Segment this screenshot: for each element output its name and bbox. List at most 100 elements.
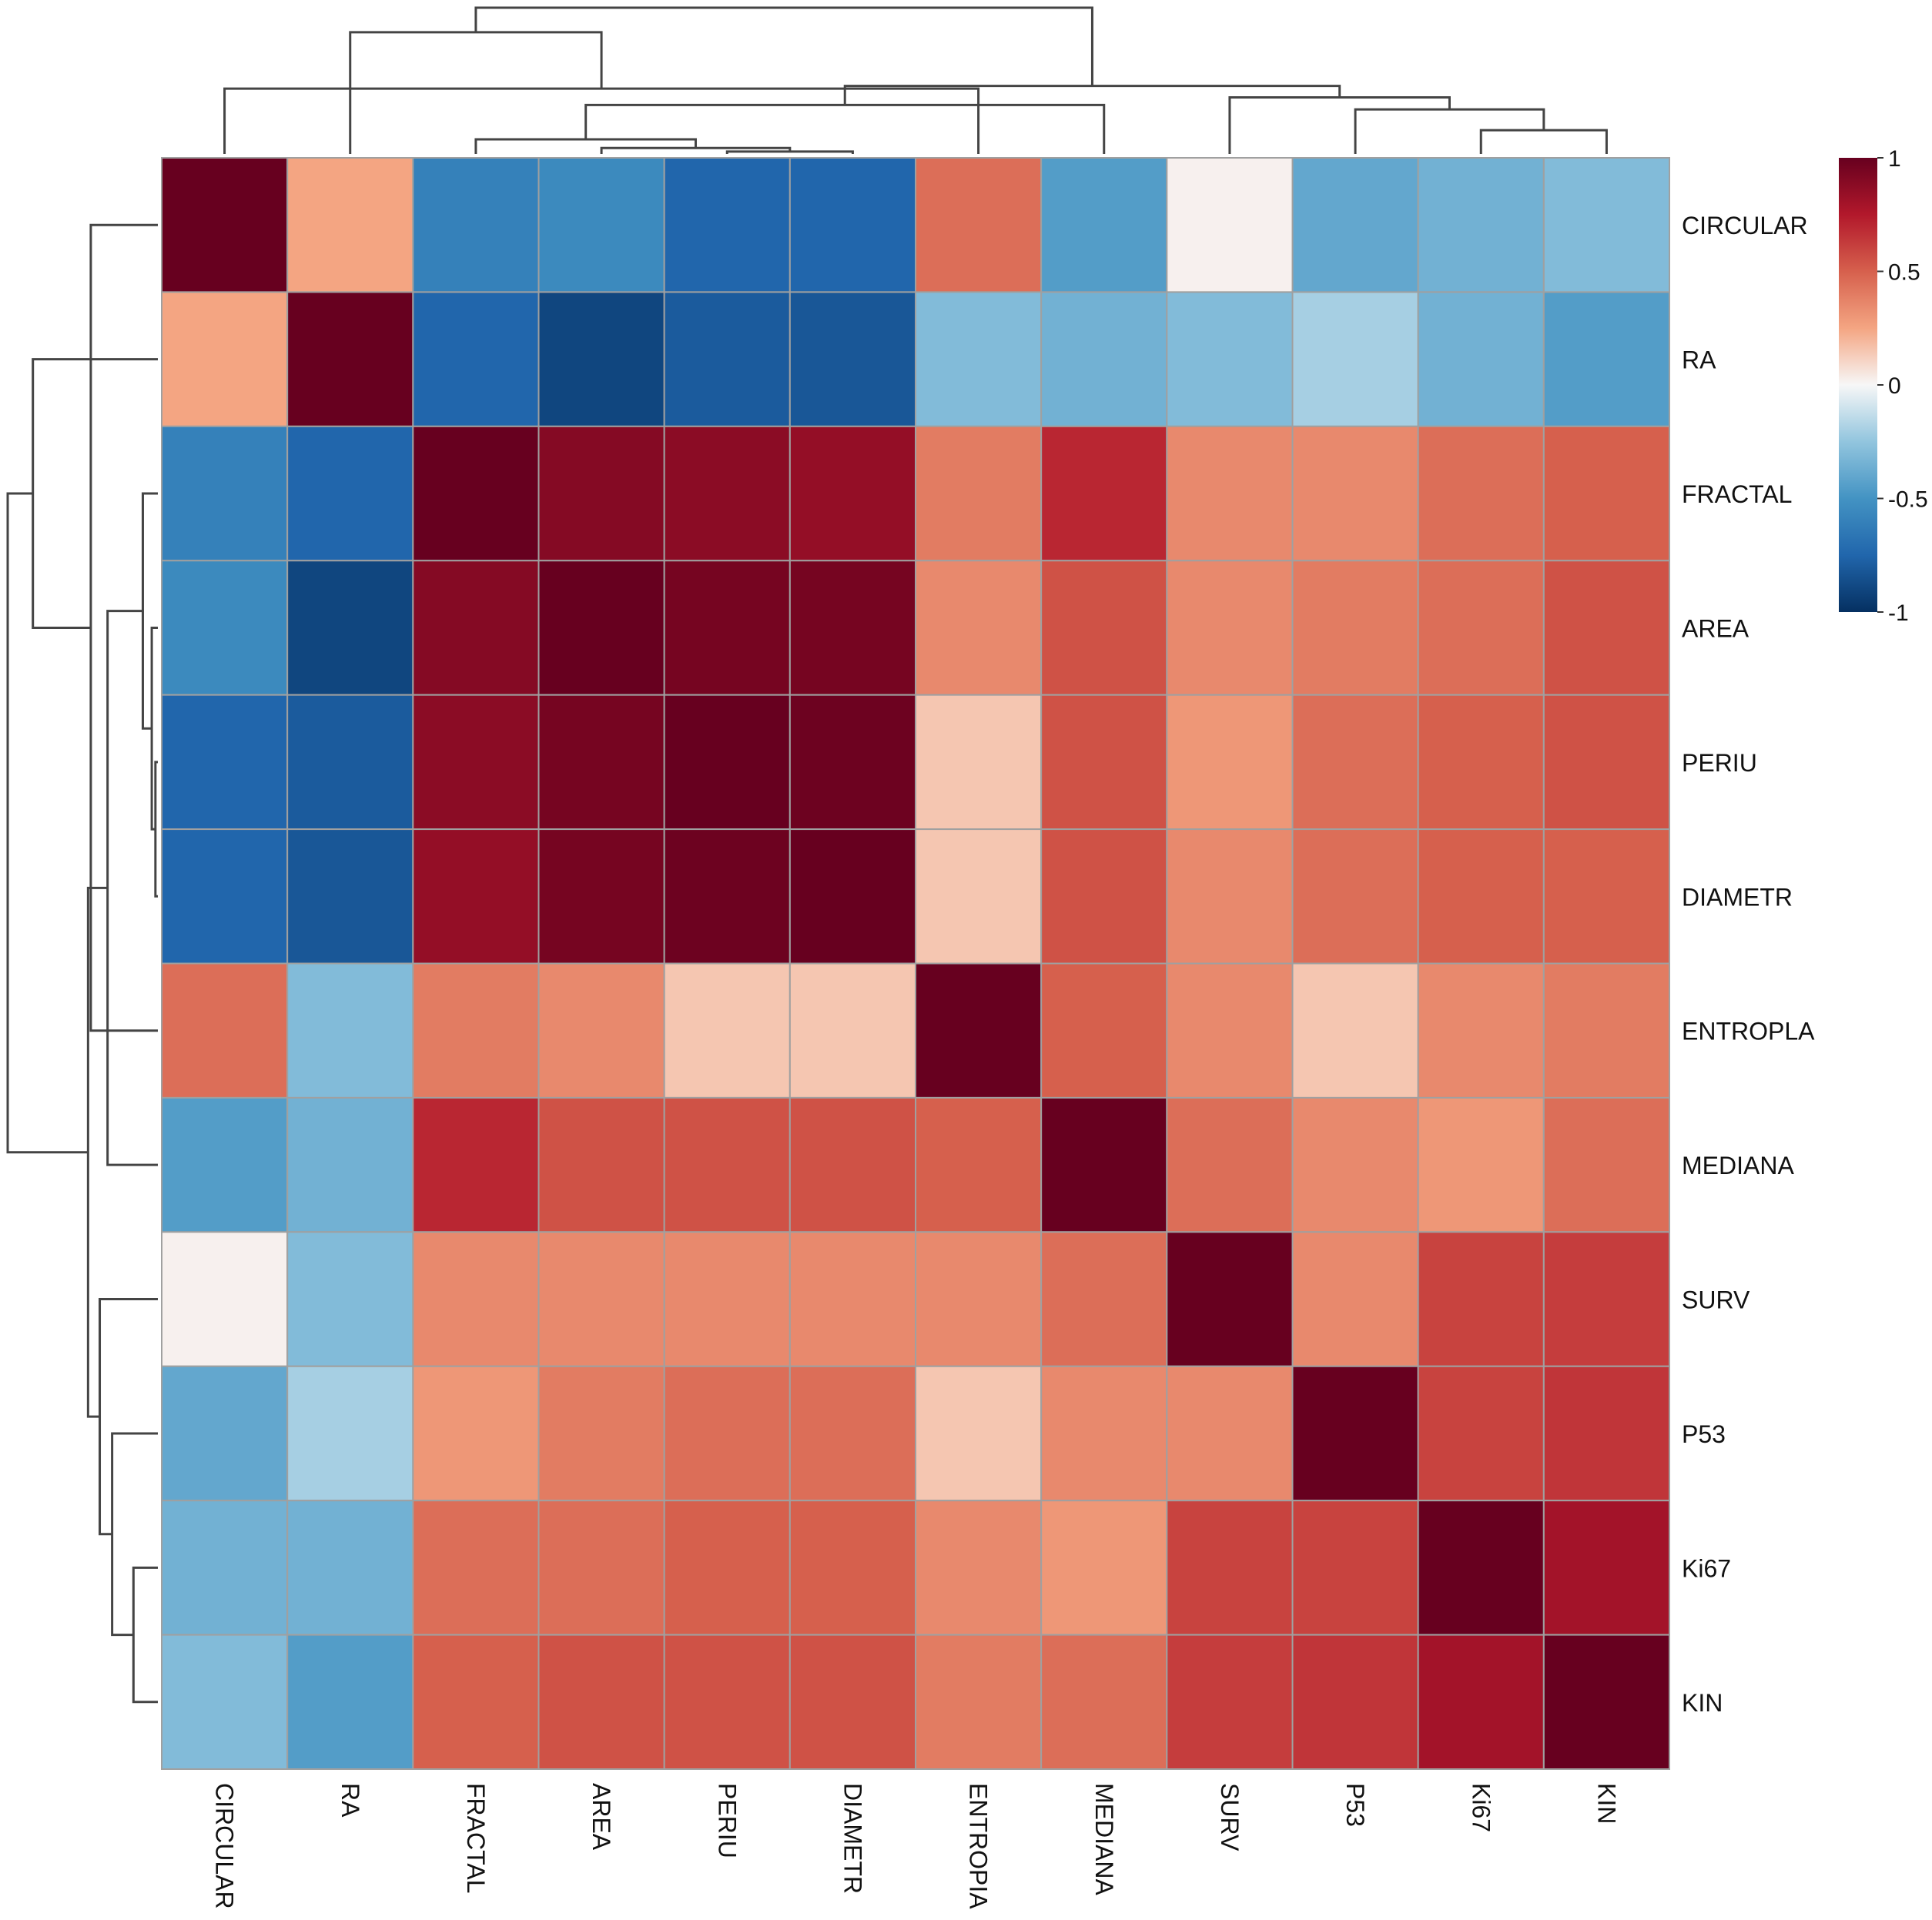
dendrogram-branch — [132, 1566, 158, 1704]
dendrogram-branch — [6, 492, 89, 1154]
row-label: ENTROPLA — [1682, 1018, 1815, 1045]
heatmap-cell — [286, 1231, 414, 1367]
row-label: P53 — [1682, 1420, 1726, 1448]
heatmap-cell — [1291, 1634, 1419, 1770]
heatmap-cells — [161, 157, 1671, 1770]
heatmap-cell — [1417, 962, 1545, 1099]
heatmap-cell — [1166, 291, 1294, 427]
colorbar-tick-label: 1 — [1888, 146, 1901, 172]
heatmap-cell — [1291, 560, 1419, 696]
column-label: CIRCULAR — [211, 1783, 239, 1909]
heatmap-cell — [537, 1634, 665, 1770]
heatmap-cell — [1542, 291, 1671, 427]
heatmap-cell — [412, 425, 540, 562]
heatmap-cell — [915, 1096, 1043, 1233]
heatmap-cell — [1166, 1231, 1294, 1367]
heatmap-cell — [1291, 828, 1419, 965]
heatmap-cell — [915, 1231, 1043, 1367]
heatmap-cell — [412, 1231, 540, 1367]
heatmap-cell — [161, 1231, 289, 1367]
heatmap-cell — [789, 1231, 917, 1367]
heatmap-cell — [789, 1096, 917, 1233]
heatmap-cell — [1291, 157, 1419, 293]
heatmap-cell — [537, 157, 665, 293]
heatmap-cell — [1291, 1231, 1419, 1367]
colorbar-tick-label: -1 — [1888, 600, 1909, 626]
heatmap-cell — [663, 560, 791, 696]
heatmap-cell — [286, 1634, 414, 1770]
heatmap-cell — [789, 962, 917, 1099]
heatmap-cell — [663, 694, 791, 831]
heatmap-cell — [1040, 962, 1168, 1099]
heatmap-cell — [537, 1231, 665, 1367]
heatmap-cell — [1166, 1500, 1294, 1636]
dendrogram-branch — [150, 626, 158, 831]
heatmap-cell — [412, 694, 540, 831]
heatmap-cell — [537, 962, 665, 1099]
heatmap-cell — [1542, 560, 1671, 696]
heatmap-cell — [1040, 157, 1168, 293]
heatmap-cell — [286, 1096, 414, 1233]
heatmap-cell — [789, 157, 917, 293]
row-labels: CIRCULAR RA FRACTAL AREA PERIU DIAMETR ENTROPL… — [1682, 212, 1815, 1717]
column-label: ENTROPIA — [965, 1783, 993, 1909]
row-label: FRACTAL — [1682, 480, 1792, 508]
heatmap-cell — [1417, 828, 1545, 965]
heatmap-cell — [1542, 694, 1671, 831]
heatmap-cell — [161, 1500, 289, 1636]
heatmap-cell — [286, 560, 414, 696]
dendrogram-branch — [106, 610, 158, 1166]
heatmap-cell — [1040, 425, 1168, 562]
row-label: AREA — [1682, 614, 1750, 642]
dendrogram-branch — [1228, 95, 1451, 154]
row-label: SURV — [1682, 1286, 1750, 1314]
heatmap-cell — [286, 291, 414, 427]
heatmap-cell — [663, 962, 791, 1099]
heatmap-cell — [161, 828, 289, 965]
column-label: MEDIANA — [1090, 1783, 1118, 1895]
column-label: KIN — [1592, 1783, 1620, 1824]
heatmap-cell — [1166, 425, 1294, 562]
heatmap-cell — [915, 1500, 1043, 1636]
heatmap-cell — [1291, 1500, 1419, 1636]
colorbar-tick-label: -0.5 — [1888, 487, 1928, 513]
heatmap-cell — [1417, 1096, 1545, 1233]
dendrogram-branch — [111, 1432, 158, 1637]
heatmap-cell — [286, 828, 414, 965]
heatmap-cell — [537, 694, 665, 831]
heatmap-cell — [1040, 291, 1168, 427]
dendrogram-branch — [99, 1298, 158, 1536]
heatmap-cell — [412, 1096, 540, 1233]
dendrogram-branch — [584, 103, 1106, 154]
heatmap-cell — [789, 1500, 917, 1636]
heatmap-cell — [1166, 157, 1294, 293]
heatmap-cell — [915, 962, 1043, 1099]
dendrogram-branch — [89, 223, 158, 1032]
heatmap-cell — [286, 425, 414, 562]
heatmap-cell — [286, 694, 414, 831]
heatmap-cell — [789, 560, 917, 696]
heatmap-cell — [663, 157, 791, 293]
heatmap-cell — [537, 1365, 665, 1502]
heatmap-cell — [663, 828, 791, 965]
column-label: RA — [337, 1783, 364, 1818]
heatmap-cell — [537, 1500, 665, 1636]
column-labels: CIRCULAR RA FRACTAL AREA PERIU DIAMETR ENTROPI… — [211, 1783, 1621, 1909]
dendrogram-branch — [474, 6, 1093, 86]
heatmap-cell — [1040, 1634, 1168, 1770]
heatmap-cell — [789, 828, 917, 965]
heatmap-cell — [286, 1500, 414, 1636]
heatmap-cell — [789, 291, 917, 427]
column-label: PERIU — [713, 1783, 741, 1858]
heatmap-cell — [1417, 1365, 1545, 1502]
heatmap-cell — [1542, 1365, 1671, 1502]
heatmap-cell — [1166, 1634, 1294, 1770]
column-label: Ki67 — [1467, 1783, 1495, 1832]
heatmap-cell — [1166, 694, 1294, 831]
heatmap-cell — [1417, 1231, 1545, 1367]
heatmap-cell — [286, 1365, 414, 1502]
dendrogram-branch — [223, 87, 980, 154]
heatmap-cell — [1417, 157, 1545, 293]
heatmap-cell — [789, 1365, 917, 1502]
